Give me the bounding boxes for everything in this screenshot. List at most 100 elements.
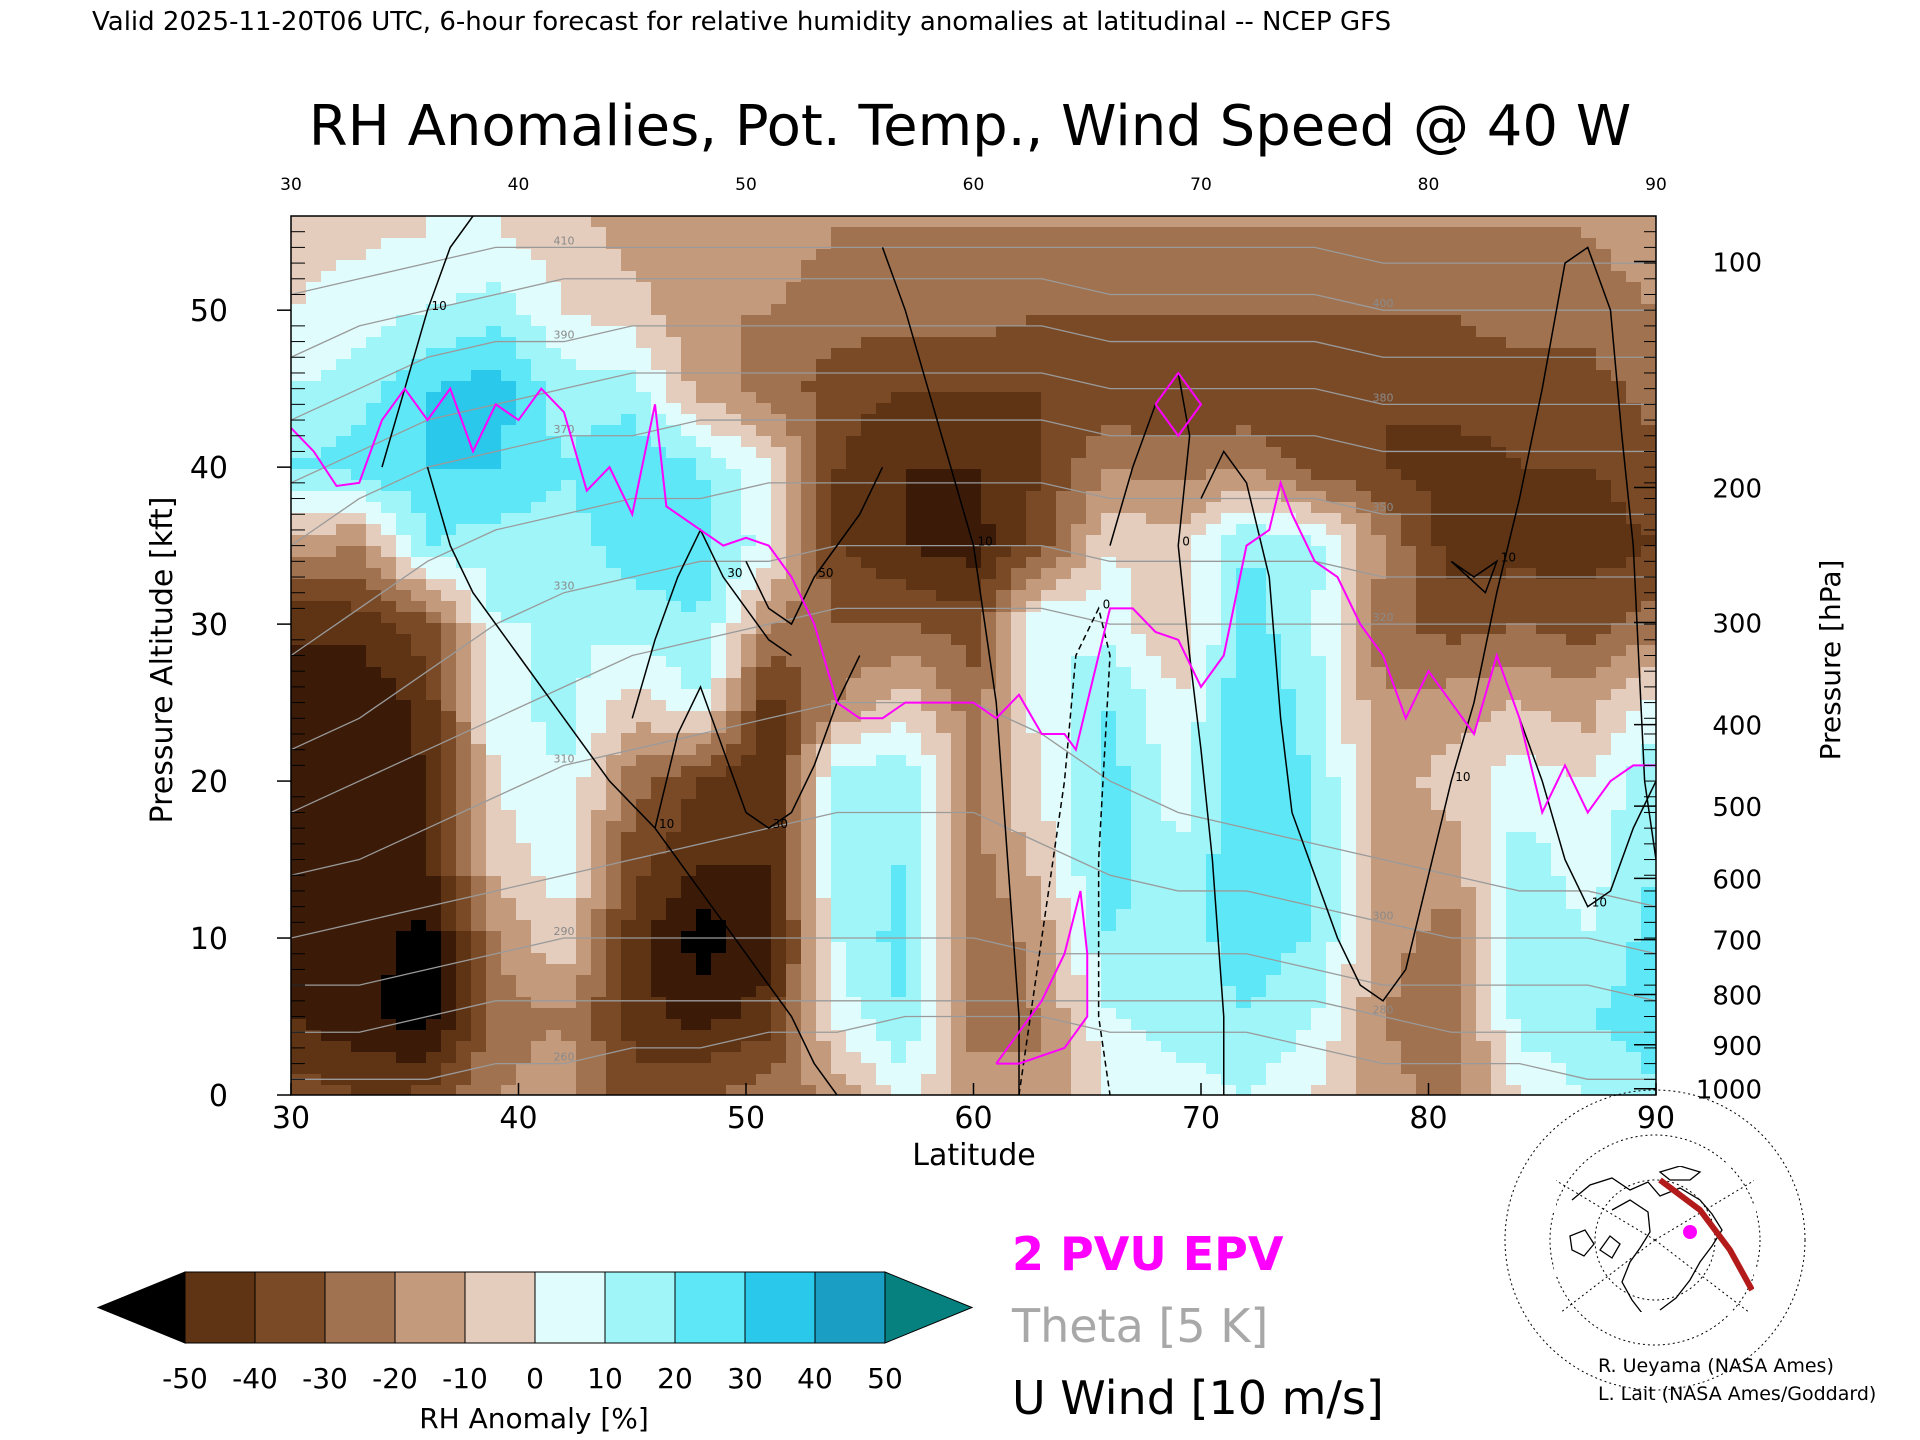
heatmap-cell [321,414,337,426]
heatmap-cell [606,788,622,800]
heatmap-cell [1176,832,1192,844]
heatmap-cell [846,392,862,404]
heatmap-cell [741,975,757,987]
heatmap-cell [861,524,877,536]
heatmap-cell [1161,854,1177,866]
heatmap-cell [636,392,652,404]
heatmap-cell [651,469,667,481]
heatmap-cell [996,524,1012,536]
heatmap-cell [786,535,802,547]
heatmap-cell [471,1008,487,1020]
heatmap-cell [531,744,547,756]
heatmap-cell [396,821,412,833]
heatmap-cell [531,865,547,877]
heatmap-cell [801,513,817,525]
heatmap-cell [291,579,307,591]
heatmap-cell [681,1052,697,1064]
heatmap-cell [741,788,757,800]
heatmap-cell [606,304,622,316]
heatmap-cell [711,260,727,272]
heatmap-cell [456,315,472,327]
heatmap-cell [741,326,757,338]
heatmap-cell [561,689,577,701]
heatmap-cell [1161,535,1177,547]
heatmap-cell [336,964,352,976]
heatmap-cell [471,436,487,448]
heatmap-cell [411,975,427,987]
heatmap-cell [591,557,607,569]
heatmap-cell [666,513,682,525]
heatmap-cell [681,788,697,800]
heatmap-cell [606,799,622,811]
heatmap-cell [306,920,322,932]
heatmap-cell [801,722,817,734]
heatmap-cell [321,700,337,712]
heatmap-cell [696,216,712,228]
heatmap-cell [1086,293,1102,305]
heatmap-cell [681,689,697,701]
heatmap-cell [426,865,442,877]
heatmap-cell [741,854,757,866]
heatmap-cell [471,1063,487,1075]
heatmap-cell [306,590,322,602]
heatmap-cell [336,656,352,668]
heatmap-cell [651,304,667,316]
heatmap-cell [546,854,562,866]
heatmap-cell [861,777,877,789]
heatmap-cell [351,810,367,822]
heatmap-cell [501,1041,517,1053]
heatmap-cell [1026,524,1042,536]
heatmap-cell [1041,711,1057,723]
heatmap-cell [1071,612,1087,624]
heatmap-cell [1101,326,1117,338]
heatmap-cell [861,392,877,404]
heatmap-cell [486,260,502,272]
heatmap-cell [966,986,982,998]
heatmap-cell [951,678,967,690]
heatmap-cell [906,843,922,855]
heatmap-cell [1071,524,1087,536]
heatmap-cell [936,1041,952,1053]
heatmap-cell [1176,909,1192,921]
heatmap-cell [861,403,877,415]
heatmap-cell [996,403,1012,415]
heatmap-cell [936,832,952,844]
heatmap-cell [921,480,937,492]
heatmap-cell [531,414,547,426]
heatmap-cell [846,898,862,910]
heatmap-cell [906,216,922,228]
heatmap-cell [606,931,622,943]
heatmap-cell [801,458,817,470]
heatmap-cell [846,249,862,261]
heatmap-cell [756,491,772,503]
heatmap-cell [336,337,352,349]
heatmap-cell [516,458,532,470]
heatmap-cell [651,843,667,855]
heatmap-cell [381,997,397,1009]
heatmap-cell [591,711,607,723]
heatmap-cell [1041,953,1057,965]
heatmap-cell [486,425,502,437]
heatmap-cell [1116,304,1132,316]
heatmap-cell [726,865,742,877]
heatmap-cell [441,1052,457,1064]
heatmap-cell [411,931,427,943]
heatmap-cell [576,634,592,646]
heatmap-cell [636,920,652,932]
heatmap-cell [921,535,937,547]
heatmap-cell [756,271,772,283]
heatmap-cell [696,590,712,602]
heatmap-cell [456,656,472,668]
heatmap-cell [1116,216,1132,228]
heatmap-cell [1041,854,1057,866]
heatmap-cell [666,865,682,877]
heatmap-cell [891,238,907,250]
heatmap-cell [1191,425,1207,437]
heatmap-cell [981,788,997,800]
heatmap-cell [1161,425,1177,437]
heatmap-cell [471,854,487,866]
heatmap-cell [1116,480,1132,492]
heatmap-cell [696,832,712,844]
heatmap-cell [351,700,367,712]
heatmap-cell [516,865,532,877]
